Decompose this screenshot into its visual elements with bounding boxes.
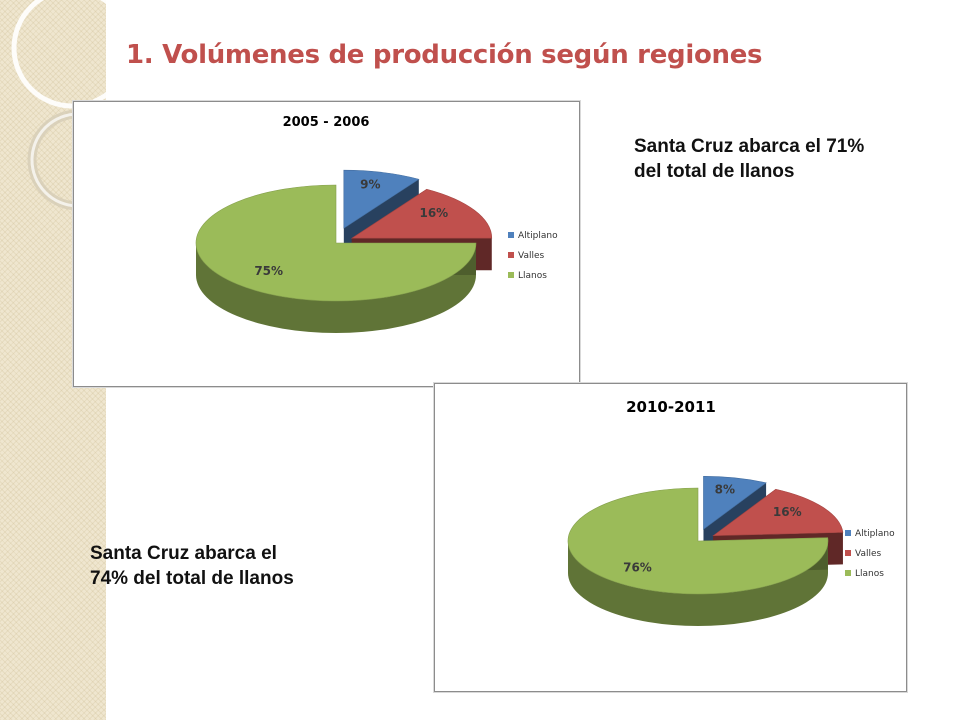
chart-title: 2010-2011 bbox=[626, 398, 716, 416]
data-label-llanos: 75% bbox=[254, 264, 283, 278]
note-top-line-1: Santa Cruz abarca el 71% bbox=[634, 136, 865, 157]
pie-data-labels: 9% 16% 75% bbox=[254, 177, 448, 278]
chart-legend: Altiplano Valles Llanos bbox=[508, 231, 558, 281]
pie-chart-2005-2006: 9% 16% 75% 2005 - 2006 Altiplano Valles Llanos bbox=[73, 101, 580, 387]
legend-swatch-altiplano bbox=[508, 232, 514, 238]
note-santa-cruz-71: Santa Cruz abarca el 71% del total de ll… bbox=[634, 134, 864, 184]
slide-title: 1. Volúmenes de producción según regione… bbox=[126, 40, 763, 70]
note-bottom-line-1: Santa Cruz abarca el bbox=[90, 543, 277, 564]
legend-swatch-llanos bbox=[508, 272, 514, 278]
pie-slice-altiplano bbox=[703, 475, 767, 530]
data-label-valles: 16% bbox=[419, 206, 448, 220]
data-label-altiplano: 9% bbox=[360, 177, 380, 191]
pie-slice-llanos bbox=[195, 184, 477, 302]
pie-side-llanos bbox=[196, 243, 476, 333]
legend-label-valles: Valles bbox=[518, 251, 545, 261]
chart-legend: Altiplano Valles Llanos bbox=[845, 529, 895, 579]
note-santa-cruz-74: Santa Cruz abarca el 74% del total de ll… bbox=[90, 541, 294, 591]
pie-slice-valles bbox=[712, 488, 844, 537]
legend-swatch-valles bbox=[508, 252, 514, 258]
pie-side-llanos bbox=[568, 541, 828, 626]
legend-label-llanos: Llanos bbox=[518, 271, 547, 281]
data-label-valles: 16% bbox=[773, 505, 802, 519]
note-top-line-2: del total de llanos bbox=[634, 161, 795, 182]
note-bottom-line-2: 74% del total de llanos bbox=[90, 568, 294, 589]
legend-swatch-altiplano bbox=[845, 530, 851, 536]
pie-data-labels: 8% 16% 76% bbox=[623, 482, 801, 574]
pie-chart-2010-2011: 8% 16% 76% 2010-2011 Altiplano Valles Llanos bbox=[434, 383, 907, 692]
legend-label-valles: Valles bbox=[855, 549, 882, 559]
legend-swatch-llanos bbox=[845, 570, 851, 576]
data-label-altiplano: 8% bbox=[715, 482, 735, 496]
pie-chart-svg-2010-2011: 8% 16% 76% 2010-2011 Altiplano Valles Llanos bbox=[567, 398, 895, 626]
legend-label-llanos: Llanos bbox=[855, 569, 884, 579]
pie-tops bbox=[567, 475, 844, 595]
pie-chart-svg-2005-2006: 9% 16% 75% 2005 - 2006 Altiplano Valles Llanos bbox=[195, 115, 558, 333]
pie-tops bbox=[195, 169, 493, 302]
legend-label-altiplano: Altiplano bbox=[518, 231, 558, 241]
pie-slice-llanos bbox=[567, 487, 829, 595]
chart-title: 2005 - 2006 bbox=[283, 115, 370, 130]
pie-slice-valles bbox=[350, 188, 493, 239]
pie-slice-altiplano bbox=[343, 169, 420, 229]
legend-swatch-valles bbox=[845, 550, 851, 556]
legend-label-altiplano: Altiplano bbox=[855, 529, 895, 539]
data-label-llanos: 76% bbox=[623, 560, 652, 574]
